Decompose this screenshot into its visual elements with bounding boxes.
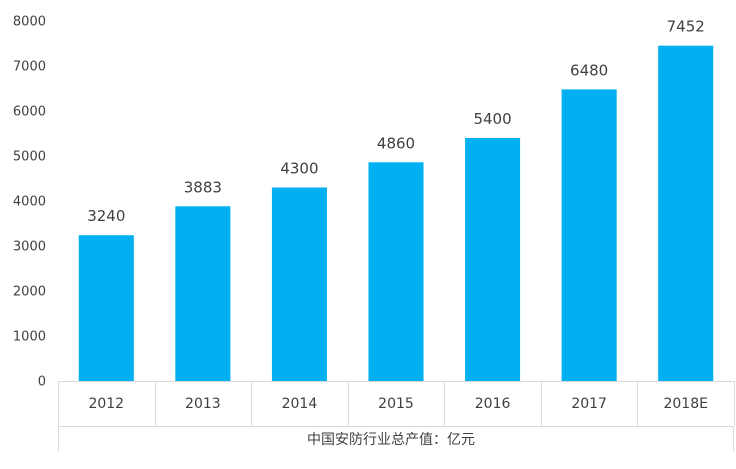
bar [78,235,134,381]
legend-series-name: 中国安防行业总产值：亿元 [307,432,475,448]
y-tick-label: 1000 [13,330,46,345]
data-labels: 3240 3883 4300 4860 5400 6480 7452 [87,18,705,226]
bars [78,45,714,382]
legend: 中国安防行业总产值：亿元 [307,432,475,448]
bar [465,138,521,381]
data-label: 3883 [184,178,222,196]
data-label: 4300 [280,160,318,178]
y-tick-label: 5000 [13,150,46,165]
x-tick-label: 2018E [663,396,707,412]
y-axis-ticks: 0 1000 2000 3000 4000 5000 6000 7000 8000 [13,15,46,390]
y-tick-label: 7000 [13,60,46,75]
data-label: 5400 [473,110,511,128]
data-label: 6480 [570,61,608,79]
data-label: 7452 [667,18,705,36]
data-label: 4860 [377,134,415,152]
x-tick-label: 2014 [282,396,318,412]
x-tick-label: 2017 [571,396,607,412]
bar [658,45,714,381]
y-tick-label: 0 [38,375,46,390]
x-tick-label: 2015 [378,396,414,412]
x-tick-label: 2016 [475,396,511,412]
data-label: 3240 [87,207,125,225]
x-tick-label: 2013 [185,396,221,412]
x-tick-label: 2012 [88,396,124,412]
bar [271,187,327,381]
y-tick-label: 8000 [13,15,46,30]
bar [368,162,424,381]
x-axis-category-labels: 2012 2013 2014 2015 2016 2017 2018E [88,396,707,412]
y-tick-label: 3000 [13,240,46,255]
axes [58,381,735,451]
bar [561,89,617,382]
y-tick-label: 4000 [13,195,46,210]
y-tick-label: 6000 [13,105,46,120]
bar [175,206,231,381]
y-tick-label: 2000 [13,285,46,300]
